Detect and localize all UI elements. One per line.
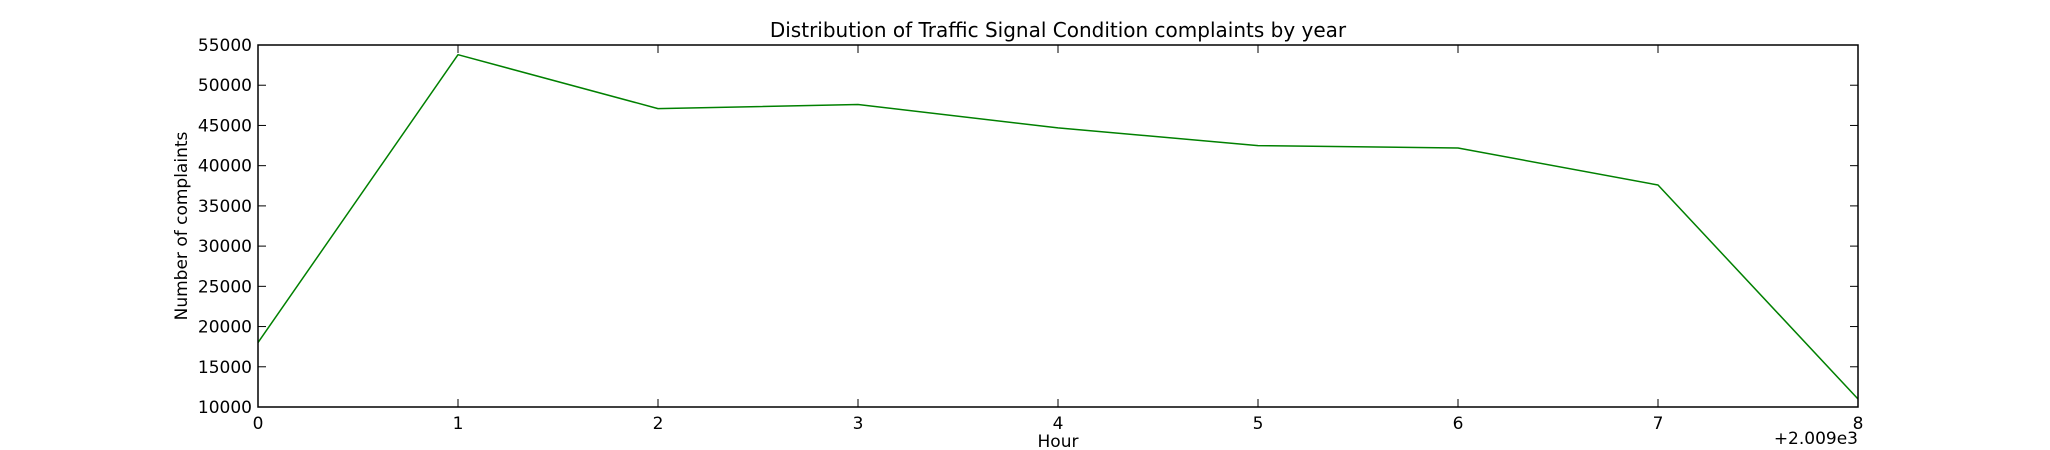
plot-series: [257, 53, 1859, 400]
y-tick-label: 10000: [198, 398, 252, 418]
y-axis-label: Number of complaints: [172, 131, 192, 320]
y-axis: 10000 15000 20000 25000 30000 35000 40000 45000…: [198, 36, 1858, 418]
x-axis-offset-label: +2.009e3: [1774, 429, 1858, 449]
x-axis-label: Hour: [1038, 432, 1079, 450]
y-tick-label: 50000: [198, 76, 252, 96]
x-tick-label: 1: [453, 414, 464, 434]
x-tick-label: 4: [1053, 414, 1064, 434]
chart-title: Distribution of Traffic Signal Condition…: [770, 18, 1347, 42]
x-tick-label: 2: [653, 414, 664, 434]
x-tick-label: 3: [853, 414, 864, 434]
x-tick-label: 0: [253, 414, 264, 434]
y-tick-label: 55000: [198, 36, 252, 56]
y-tick-label: 15000: [198, 358, 252, 378]
x-tick-label: 7: [1653, 414, 1664, 434]
y-tick-label: 45000: [198, 116, 252, 136]
y-tick-label: 30000: [198, 237, 252, 257]
x-tick-label: 5: [1253, 414, 1264, 434]
y-tick-label: 25000: [198, 277, 252, 297]
x-tick-label: 6: [1453, 414, 1464, 434]
y-tick-label: 40000: [198, 157, 252, 177]
x-tick-label: 8: [1853, 414, 1864, 434]
series-line: [257, 53, 1859, 400]
plot-frame: [257, 44, 1859, 408]
x-axis: 0 1 2 3 4 5 6 7 8: [253, 45, 1864, 434]
y-tick-label: 20000: [198, 318, 252, 338]
y-tick-label: 35000: [198, 197, 252, 217]
